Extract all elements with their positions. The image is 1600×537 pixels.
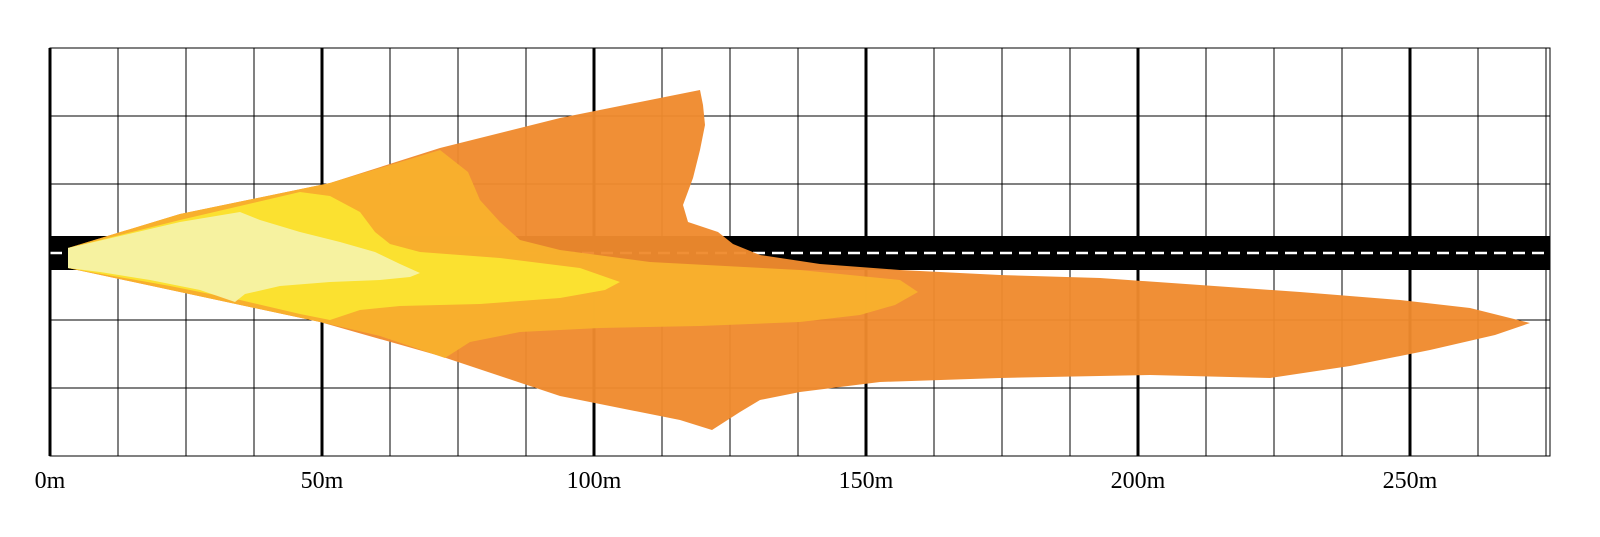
x-tick-label: 100m xyxy=(567,468,622,494)
x-axis-tick-labels: 0m 50m 100m 150m 200m 250m xyxy=(35,468,1438,494)
plot-frame xyxy=(49,47,1551,457)
x-tick-label: 0m xyxy=(35,468,66,494)
x-tick-label: 250m xyxy=(1383,468,1438,494)
x-tick-label: 200m xyxy=(1111,468,1166,494)
beam-zones xyxy=(68,90,1530,430)
x-tick-label: 50m xyxy=(301,468,344,494)
x-tick-label: 150m xyxy=(839,468,894,494)
beam-zone-1 xyxy=(68,212,420,302)
